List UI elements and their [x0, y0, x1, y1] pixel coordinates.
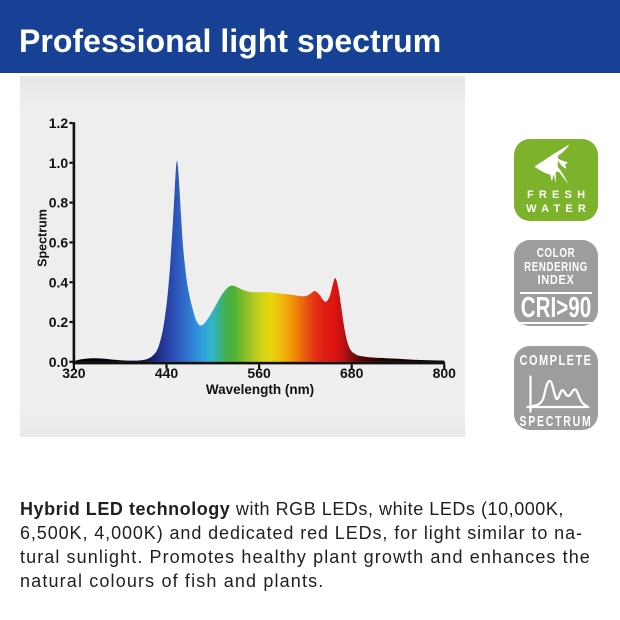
- svg-text:0.0: 0.0: [49, 354, 69, 370]
- svg-text:Spectrum: Spectrum: [36, 209, 50, 267]
- svg-text:0.8: 0.8: [49, 195, 69, 211]
- svg-text:1.2: 1.2: [49, 115, 69, 131]
- svg-text:680: 680: [340, 365, 364, 381]
- svg-text:0.4: 0.4: [49, 274, 69, 290]
- svg-text:440: 440: [155, 365, 179, 381]
- svg-text:560: 560: [247, 365, 271, 381]
- svg-text:1.0: 1.0: [49, 155, 69, 171]
- svg-text:0.6: 0.6: [49, 235, 69, 251]
- svg-text:0.2: 0.2: [49, 314, 69, 330]
- svg-text:Wavelength (nm): Wavelength (nm): [206, 382, 314, 397]
- svg-text:320: 320: [62, 365, 86, 381]
- svg-text:800: 800: [433, 365, 457, 381]
